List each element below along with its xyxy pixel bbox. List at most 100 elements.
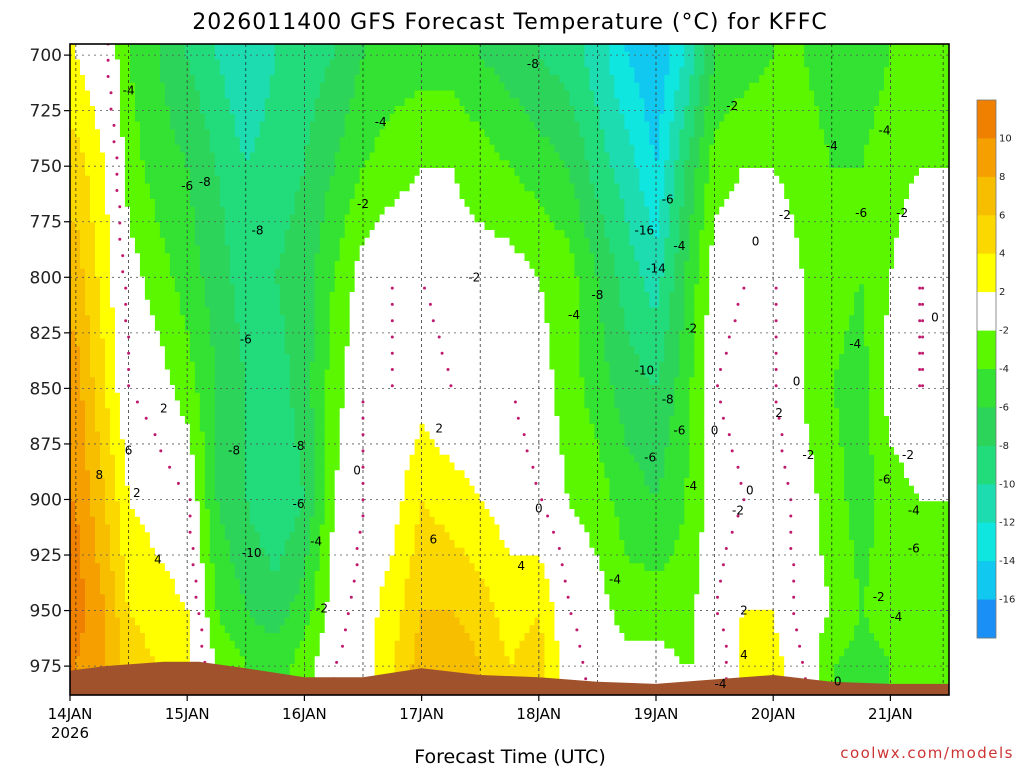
temperature-cell — [189, 183, 196, 192]
temperature-cell — [199, 222, 206, 231]
temperature-cell — [234, 191, 241, 200]
temperature-cell — [229, 586, 236, 595]
temperature-cell — [234, 59, 241, 68]
temperature-cell — [169, 75, 176, 84]
temperature-cell — [299, 555, 306, 564]
temperature-cell — [189, 82, 196, 92]
temperature-cell — [84, 253, 91, 262]
temperature-cell — [159, 44, 166, 53]
temperature-cell — [259, 245, 266, 254]
temperature-cell — [184, 633, 191, 642]
temperature-cell — [204, 175, 211, 185]
temperature-cell — [359, 44, 366, 53]
temperature-cell — [109, 354, 116, 363]
temperature-cell — [354, 617, 361, 626]
temperature-cell — [284, 377, 291, 386]
temperature-cell — [224, 175, 231, 185]
temperature-cell — [169, 625, 176, 634]
temperature-cell — [284, 547, 291, 557]
temperature-cell — [259, 586, 266, 595]
temperature-cell — [79, 338, 86, 347]
temperature-cell — [354, 330, 361, 340]
temperature-cell — [344, 485, 351, 495]
temperature-cell — [314, 555, 321, 564]
temperature-cell — [294, 121, 301, 130]
temperature-cell — [194, 214, 201, 223]
temperature-cell — [144, 206, 151, 216]
temperature-cell — [134, 168, 141, 177]
temperature-cell — [109, 191, 116, 200]
temperature-cell — [299, 75, 306, 84]
temperature-cell — [349, 82, 356, 92]
temperature-cell — [169, 369, 176, 378]
temperature-cell — [109, 594, 116, 603]
temperature-cell — [209, 385, 216, 394]
temperature-cell — [319, 191, 326, 200]
temperature-cell — [194, 509, 201, 518]
temperature-cell — [274, 408, 281, 417]
temperature-cell — [284, 571, 291, 580]
temperature-cell — [70, 113, 76, 123]
temperature-cell — [294, 586, 301, 595]
temperature-cell — [84, 90, 91, 99]
temperature-cell — [294, 648, 301, 657]
temperature-cell — [334, 485, 341, 495]
temperature-cell — [334, 609, 341, 619]
temperature-cell — [319, 563, 326, 572]
temperature-cell — [299, 299, 306, 309]
temperature-cell — [309, 578, 316, 588]
temperature-cell — [99, 532, 106, 541]
temperature-cell — [209, 408, 216, 417]
temperature-cell — [104, 454, 111, 464]
temperature-cell — [164, 423, 171, 433]
temperature-cell — [224, 129, 231, 138]
temperature-cell — [269, 648, 276, 657]
temperature-cell — [304, 261, 311, 270]
temperature-cell — [259, 98, 266, 107]
temperature-cell — [289, 462, 296, 471]
temperature-cell — [254, 617, 261, 626]
temperature-cell — [254, 609, 261, 619]
temperature-cell — [199, 540, 206, 549]
temperature-cell — [124, 346, 131, 355]
temperature-cell — [269, 245, 276, 254]
temperature-cell — [114, 478, 121, 487]
temperature-cell — [74, 586, 81, 595]
temperature-cell — [274, 516, 281, 526]
temperature-cell — [244, 563, 251, 572]
temperature-cell — [134, 648, 141, 657]
temperature-cell — [319, 516, 326, 526]
temperature-cell — [184, 423, 191, 433]
temperature-cell — [189, 160, 196, 169]
temperature-cell — [79, 431, 86, 440]
temperature-cell — [124, 137, 131, 146]
temperature-cell — [159, 98, 166, 107]
temperature-cell — [214, 299, 221, 309]
temperature-cell — [174, 431, 181, 440]
temperature-cell — [359, 199, 366, 208]
temperature-cell — [134, 594, 141, 603]
temperature-cell — [249, 664, 256, 673]
temperature-cell — [74, 268, 81, 278]
temperature-cell — [329, 276, 336, 285]
temperature-cell — [194, 315, 201, 324]
temperature-cell — [159, 462, 166, 471]
temperature-cell — [174, 447, 181, 456]
temperature-cell — [319, 183, 326, 192]
temperature-cell — [199, 633, 206, 642]
temperature-cell — [264, 51, 271, 61]
temperature-cell — [244, 369, 251, 378]
temperature-cell — [294, 594, 301, 603]
temperature-cell — [334, 129, 341, 138]
temperature-cell — [209, 44, 216, 53]
temperature-cell — [249, 299, 256, 309]
temperature-cell — [269, 408, 276, 417]
temperature-cell — [234, 385, 241, 394]
temperature-cell — [104, 369, 111, 378]
temperature-cell — [159, 369, 166, 378]
temperature-cell — [84, 617, 91, 626]
temperature-cell — [99, 284, 106, 293]
temperature-cell — [219, 268, 226, 278]
temperature-cell — [159, 648, 166, 657]
temperature-cell — [294, 369, 301, 378]
